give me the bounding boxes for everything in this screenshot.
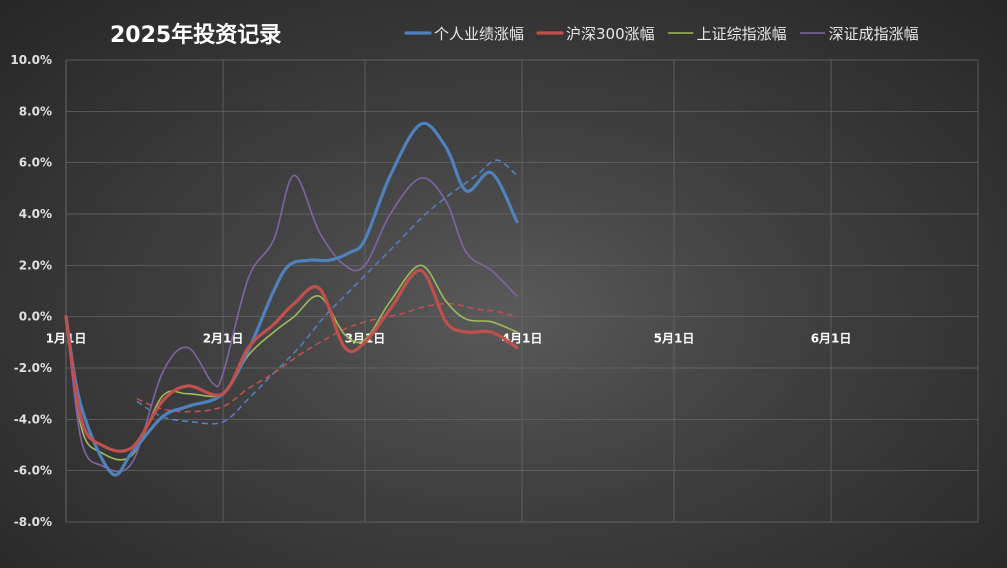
y-tick-label: -2.0% (14, 361, 52, 375)
x-tick-label: 4月1日 (502, 332, 543, 346)
grid (65, 59, 979, 523)
x-tick-label: 1月1日 (46, 332, 87, 346)
legend: 个人业绩涨幅 沪深300涨幅 上证综指涨幅 深证成指涨幅 (404, 25, 919, 43)
x-tick-label: 5月1日 (654, 332, 695, 346)
legend-item: 沪深300涨幅 (536, 25, 655, 43)
trendline (136, 159, 518, 425)
series-line (65, 174, 518, 473)
legend-label: 深证成指涨幅 (829, 25, 919, 43)
legend-item: 上证综指涨幅 (667, 25, 787, 43)
y-tick-label: -8.0% (14, 515, 52, 529)
chart-title: 2025年投资记录 (110, 22, 281, 48)
x-tick-label: 6月1日 (811, 332, 852, 346)
legend-item: 深证成指涨幅 (799, 25, 919, 43)
y-tick-label: 10.0% (10, 53, 52, 67)
legend-label: 个人业绩涨幅 (434, 25, 524, 43)
series-line (65, 264, 518, 461)
y-tick-label: -4.0% (14, 412, 52, 426)
legend-item: 个人业绩涨幅 (404, 25, 524, 43)
y-tick-label: -6.0% (14, 464, 52, 478)
legend-label: 上证综指涨幅 (697, 25, 787, 43)
y-tick-label: 2.0% (19, 258, 52, 272)
y-tick-label: 6.0% (19, 156, 52, 170)
series-line (64, 121, 519, 477)
axis-ticks: 10.0% 8.0% 6.0% 4.0% 2.0% 0.0% -2.0% -4.0% -6.0%… (10, 53, 851, 529)
trendlines (136, 159, 518, 425)
legend-label: 沪深300涨幅 (566, 25, 655, 43)
x-tick-label: 2月1日 (203, 332, 244, 346)
series-line (64, 268, 519, 453)
y-tick-label: 4.0% (19, 207, 52, 221)
trendline (136, 302, 518, 413)
series-lines (64, 121, 519, 477)
y-tick-label: 0.0% (19, 310, 52, 324)
y-tick-label: 8.0% (19, 104, 52, 118)
